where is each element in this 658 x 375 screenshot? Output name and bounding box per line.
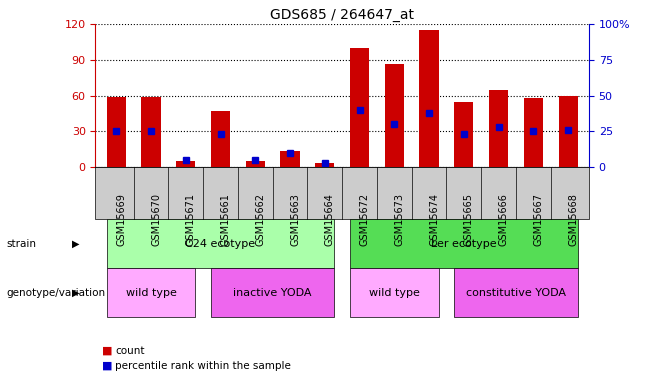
Bar [524, 98, 543, 167]
Bar [107, 97, 126, 167]
Bar [141, 97, 161, 167]
Text: percentile rank within the sample: percentile rank within the sample [115, 361, 291, 370]
Text: GSM15668: GSM15668 [568, 193, 578, 246]
Text: Ler ecotype: Ler ecotype [431, 239, 497, 249]
Text: ■: ■ [102, 361, 113, 370]
Text: ▶: ▶ [72, 288, 80, 297]
Text: GSM15669: GSM15669 [116, 193, 126, 246]
Text: genotype/variation: genotype/variation [7, 288, 106, 297]
Text: count: count [115, 346, 145, 355]
Title: GDS685 / 264647_at: GDS685 / 264647_at [270, 8, 414, 22]
Text: ▶: ▶ [72, 239, 80, 249]
Bar [454, 102, 473, 167]
Text: GSM15663: GSM15663 [290, 193, 300, 246]
Bar [176, 161, 195, 167]
Text: C24 ecotype: C24 ecotype [186, 239, 255, 249]
Bar [245, 161, 265, 167]
Text: strain: strain [7, 239, 37, 249]
Text: GSM15670: GSM15670 [151, 193, 161, 246]
Bar [559, 96, 578, 167]
Text: GSM15672: GSM15672 [359, 193, 370, 246]
Text: GSM15664: GSM15664 [325, 193, 335, 246]
Bar [280, 152, 299, 167]
Text: GSM15667: GSM15667 [533, 193, 544, 246]
Text: GSM15673: GSM15673 [394, 193, 404, 246]
Text: inactive YODA: inactive YODA [234, 288, 312, 297]
Text: GSM15665: GSM15665 [464, 193, 474, 246]
Text: wild type: wild type [126, 288, 176, 297]
Text: GSM15674: GSM15674 [429, 193, 439, 246]
Text: wild type: wild type [369, 288, 420, 297]
Bar [489, 90, 508, 167]
Bar [350, 48, 369, 167]
Text: GSM15666: GSM15666 [499, 193, 509, 246]
Text: GSM15662: GSM15662 [255, 193, 265, 246]
Text: ■: ■ [102, 346, 113, 355]
Text: constitutive YODA: constitutive YODA [466, 288, 566, 297]
Text: GSM15661: GSM15661 [220, 193, 230, 246]
Text: GSM15671: GSM15671 [186, 193, 196, 246]
Bar [211, 111, 230, 167]
Bar [420, 30, 439, 167]
Bar [315, 164, 334, 167]
Bar [385, 63, 404, 167]
